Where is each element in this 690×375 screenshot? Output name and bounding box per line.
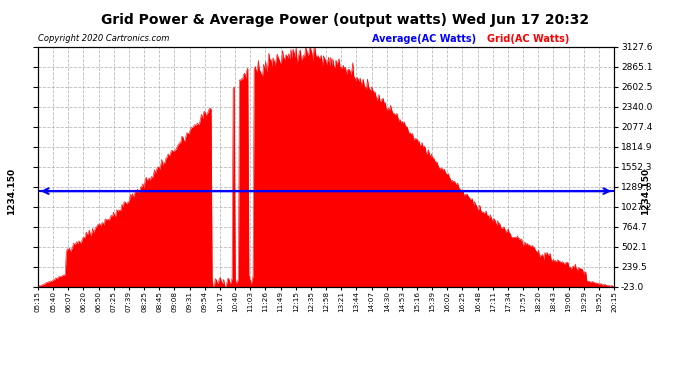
Text: Copyright 2020 Cartronics.com: Copyright 2020 Cartronics.com xyxy=(38,34,169,43)
Text: 1234.150: 1234.150 xyxy=(641,168,650,214)
Text: Grid Power & Average Power (output watts) Wed Jun 17 20:32: Grid Power & Average Power (output watts… xyxy=(101,13,589,27)
Text: Average(AC Watts): Average(AC Watts) xyxy=(372,34,476,44)
Text: Grid(AC Watts): Grid(AC Watts) xyxy=(487,34,570,44)
Text: 1234.150: 1234.150 xyxy=(8,168,17,214)
